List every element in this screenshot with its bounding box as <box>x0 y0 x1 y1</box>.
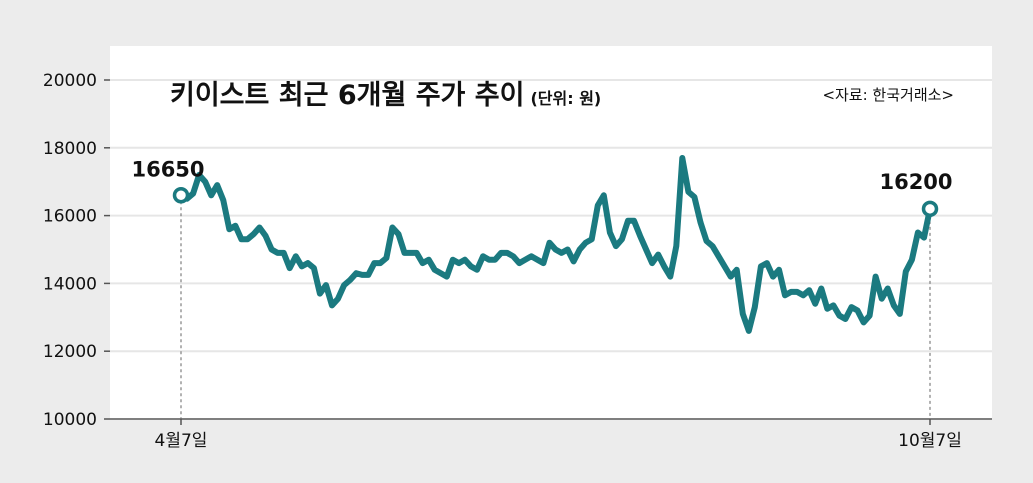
chart-title: 키이스트 최근 6개월 주가 추이 (단위: 원) <box>170 80 601 111</box>
y-axis-ticks: 20000 18000 16000 14000 12000 10000 <box>43 71 110 430</box>
y-tick-label: 16000 <box>43 207 97 227</box>
x-tick-label: 10월7일 <box>898 431 962 451</box>
grid-lines <box>110 79 992 353</box>
chart-title-text: 키이스트 최근 6개월 주가 추이 <box>170 80 524 111</box>
y-tick-label: 20000 <box>43 71 97 91</box>
y-tick-label: 18000 <box>43 139 97 159</box>
price-line <box>178 155 933 334</box>
x-axis-ticks: 4월7일 10월7일 <box>155 419 962 451</box>
end-value-label: 16200 <box>879 170 952 194</box>
end-marker <box>921 200 939 218</box>
start-marker <box>172 187 190 204</box>
source-note: <자료: 한국거래소> <box>822 86 954 104</box>
y-tick-label: 14000 <box>43 274 97 294</box>
chart-unit: (단위: 원) <box>530 89 601 108</box>
y-tick-label: 10000 <box>43 410 97 430</box>
start-value-label: 16650 <box>131 157 204 181</box>
guide-lines <box>180 195 931 419</box>
y-tick-label: 12000 <box>43 342 97 362</box>
x-tick-label: 4월7일 <box>155 431 208 451</box>
